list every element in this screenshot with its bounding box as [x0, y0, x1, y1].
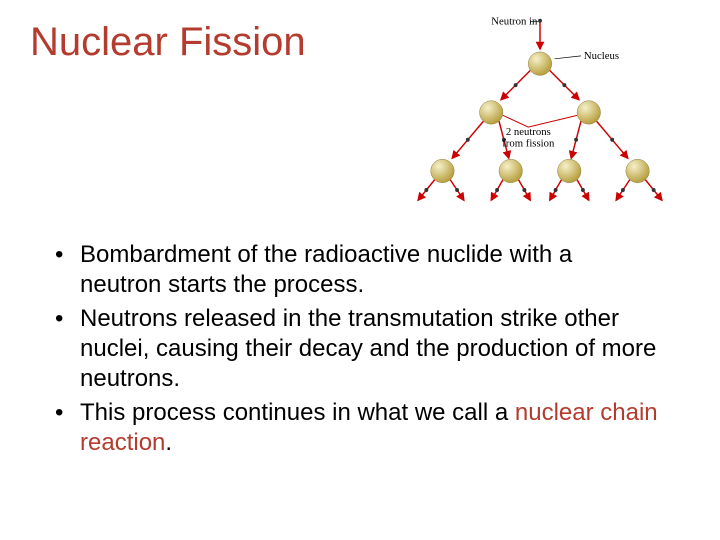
- page-title: Nuclear Fission: [30, 20, 306, 65]
- nucleus-icon: [626, 159, 649, 182]
- nucleus-icon: [480, 101, 503, 124]
- nucleus-icon: [431, 159, 454, 182]
- label-fission-2: from fission: [502, 138, 555, 150]
- list-item: This process continues in what we call a…: [55, 398, 660, 458]
- label-nucleus: Nucleus: [584, 50, 619, 62]
- nucleus-icon: [528, 52, 551, 75]
- list-item: Bombardment of the radioactive nuclide w…: [55, 240, 660, 300]
- fission-diagram: Neutron in Nucleus 2 neutrons from fissi…: [390, 10, 690, 210]
- nucleus-icon: [499, 159, 522, 182]
- list-item: Neutrons released in the transmutation s…: [55, 304, 660, 394]
- bullet-list: Bombardment of the radioactive nuclide w…: [55, 240, 660, 462]
- label-fission-1: 2 neutrons: [506, 126, 551, 138]
- nucleus-icon: [558, 159, 581, 182]
- nucleus-icon: [577, 101, 600, 124]
